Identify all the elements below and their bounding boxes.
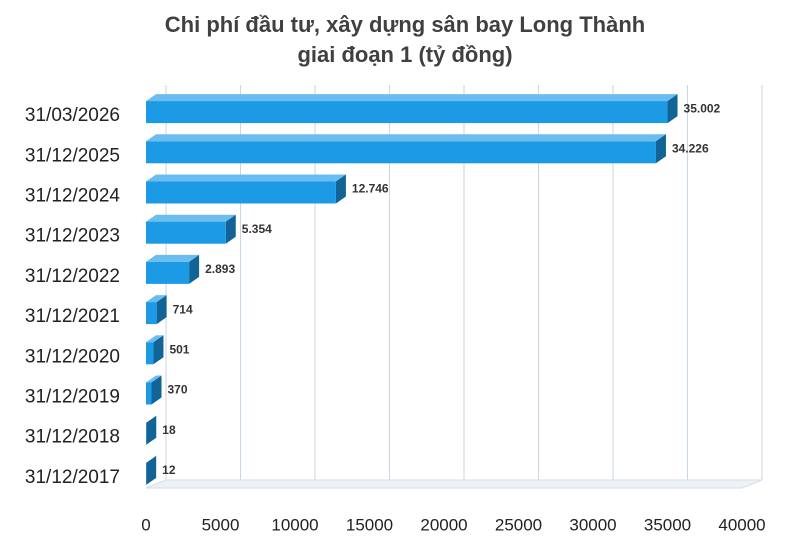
y-tick-label: 31/12/2017: [25, 467, 120, 488]
bar-side: [189, 254, 200, 284]
chart-title: Chi phí đầu tư, xây dựng sân bay Long Th…: [165, 12, 645, 37]
bar: [146, 221, 226, 244]
bar-side: [146, 455, 157, 485]
x-tick-label: 25000: [495, 515, 542, 534]
bar: [146, 181, 336, 204]
value-label: 18: [162, 423, 176, 437]
bar-top: [146, 375, 162, 383]
floor: [145, 479, 763, 489]
bar-side: [335, 174, 346, 204]
bar-top: [146, 254, 200, 262]
x-tick-label: 20000: [420, 515, 467, 534]
value-label: 370: [168, 383, 188, 397]
bar-top: [146, 134, 666, 142]
bar-top: [146, 455, 157, 463]
bar-top: [146, 335, 164, 343]
y-tick-label: 31/12/2023: [25, 226, 120, 247]
y-tick-label: 31/12/2020: [25, 346, 120, 367]
x-tick-label: 0: [141, 515, 150, 534]
bar-side: [151, 375, 162, 405]
bar-top: [146, 295, 167, 303]
value-label: 714: [173, 302, 193, 316]
y-tick-label: 31/12/2024: [25, 186, 121, 207]
bar-side: [156, 295, 167, 325]
value-label: 5.354: [242, 222, 272, 236]
x-tick-label: 40000: [718, 515, 765, 534]
value-label: 34.226: [672, 141, 709, 155]
bar-side: [146, 415, 157, 445]
bar-top: [146, 415, 157, 423]
bar: [146, 382, 152, 405]
x-tick-label: 5000: [202, 515, 240, 534]
x-tick-label: 30000: [569, 515, 616, 534]
chart-title: giai đoạn 1 (tỷ đồng): [297, 42, 512, 67]
bar-side: [655, 134, 666, 164]
value-label: 12: [162, 463, 176, 477]
value-label: 501: [169, 342, 189, 356]
bar-top: [146, 174, 346, 182]
y-tick-label: 31/12/2022: [25, 266, 120, 287]
value-label: 2.893: [205, 262, 235, 276]
bar: [146, 302, 157, 325]
bar-side: [153, 335, 164, 365]
value-label: 12.746: [352, 182, 389, 196]
bar: [146, 342, 154, 365]
bar: [146, 261, 190, 284]
x-tick-label: 10000: [271, 515, 318, 534]
y-tick-label: 31/03/2026: [25, 105, 120, 126]
bar: [146, 101, 668, 124]
x-tick-label: 15000: [346, 515, 393, 534]
y-tick-label: 31/12/2021: [25, 306, 120, 327]
bar: [146, 141, 656, 164]
bar-side: [667, 94, 678, 124]
bar-top: [146, 214, 236, 222]
y-tick-label: 31/12/2018: [25, 427, 120, 448]
bar-side: [225, 214, 236, 244]
y-tick-label: 31/12/2019: [25, 387, 120, 408]
value-label: 35.002: [684, 101, 721, 115]
x-tick-label: 35000: [644, 515, 691, 534]
y-tick-label: 31/12/2025: [25, 145, 120, 166]
bar-top: [146, 94, 678, 102]
